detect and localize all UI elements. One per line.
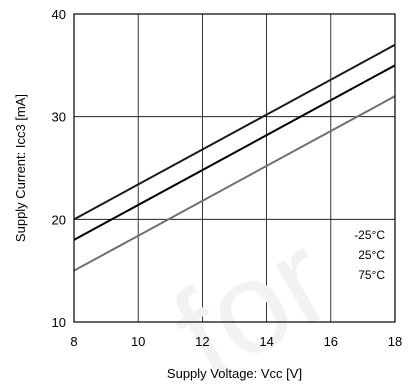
watermark: for [149,205,353,392]
x-tick-label: 10 [131,334,145,349]
legend-entry: 25°C [358,248,385,262]
legend-box [335,220,387,286]
x-tick-label: 16 [324,334,338,349]
legend-entry: -25°C [354,228,385,242]
x-tick-label: 18 [388,334,402,349]
series-line-0 [73,43,396,221]
series-line-1 [73,64,396,241]
plot-frame [73,13,396,323]
legend: -25°C 25°C 75°C [335,220,387,286]
x-tick-label: 8 [70,334,77,349]
y-tick-label: 20 [52,212,66,227]
y-tick-label: 10 [52,315,66,330]
series-lines [73,43,396,272]
y-tick-label: 30 [52,110,66,125]
y-tick-labels: 10 20 30 40 [52,7,66,330]
x-tick-label: 14 [259,334,273,349]
series-line-2 [73,95,396,272]
y-axis-label: Supply Current: Icc3 [mA] [13,94,28,242]
x-axis-label: Supply Voltage: Vcc [V] [167,366,302,381]
legend-entry: 75°C [358,268,385,282]
y-tick-label: 40 [52,7,66,22]
x-tick-label: 12 [195,334,209,349]
x-tick-labels: 8 10 12 14 16 18 [70,334,402,349]
